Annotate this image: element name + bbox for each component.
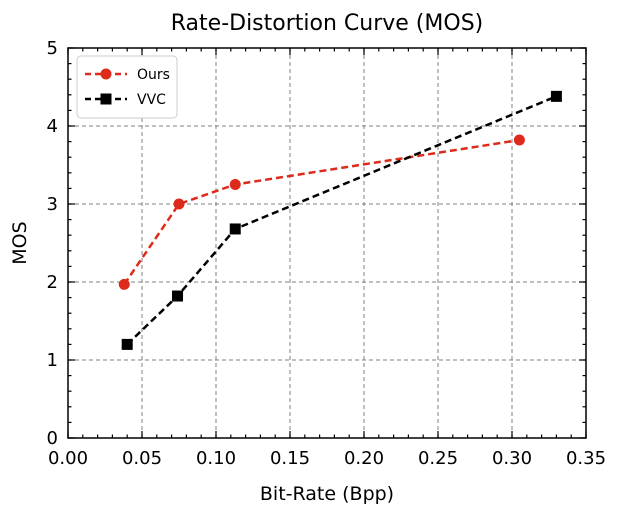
data-point-vvc — [172, 290, 184, 302]
x-tick-label: 0.30 — [492, 448, 532, 469]
series-layer — [118, 90, 562, 350]
y-tick-label: 3 — [47, 194, 58, 215]
chart-title: Rate-Distortion Curve (MOS) — [171, 11, 484, 36]
y-tick-label: 5 — [47, 38, 58, 59]
legend-label-ours: Ours — [137, 67, 170, 83]
legend-marker-vvc — [100, 93, 112, 105]
legend-box — [76, 55, 178, 119]
legend-label-vvc: VVC — [137, 92, 166, 108]
y-axis-label: MOS — [9, 221, 31, 264]
legend-marker-ours — [100, 68, 112, 80]
legend: Ours VVC — [76, 55, 178, 119]
data-point-ours — [513, 134, 525, 146]
x-tick-label: 0.25 — [418, 448, 458, 469]
y-tick-label: 0 — [47, 428, 58, 449]
x-tick-label: 0.35 — [566, 448, 606, 469]
data-point-vvc — [121, 338, 133, 350]
x-tick-label: 0.10 — [196, 448, 236, 469]
data-point-ours — [118, 278, 130, 290]
y-tick-label: 4 — [47, 116, 58, 137]
series-line-ours — [123, 138, 520, 286]
data-point-ours — [173, 198, 185, 210]
x-tick-label: 0.15 — [270, 448, 310, 469]
series-line-vvc — [126, 95, 557, 346]
axis-ticks: 0.00 0.05 0.10 0.15 0.20 0.25 0.30 0.35 0 1 2 3 4 5 — [47, 38, 606, 469]
x-axis-label: Bit-Rate (Bpp) — [260, 483, 394, 505]
plot-frame — [67, 47, 587, 439]
data-point-ours — [229, 179, 241, 190]
x-tick-label: 0.05 — [122, 448, 162, 469]
y-tick-label: 1 — [47, 350, 58, 371]
y-tick-label: 2 — [47, 272, 58, 293]
x-tick-label: 0.20 — [344, 448, 384, 469]
data-point-vvc — [550, 90, 562, 102]
x-tick-label: 0.00 — [48, 448, 88, 469]
data-point-vvc — [229, 223, 241, 235]
grid-lines — [68, 48, 586, 438]
